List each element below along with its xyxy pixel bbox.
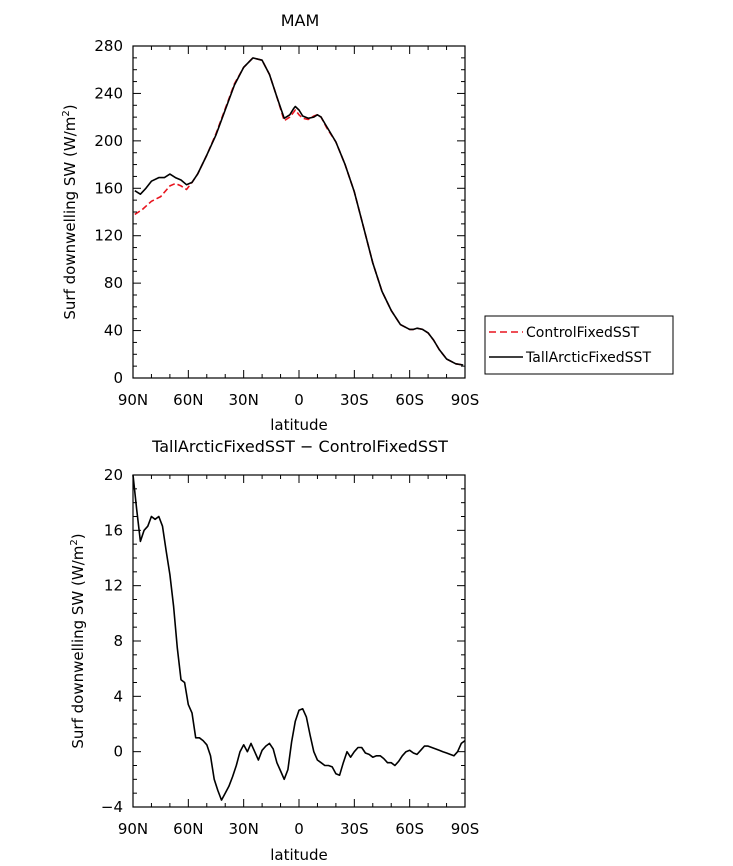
x-tick-label: 30N <box>229 391 259 409</box>
y-tick-label: 80 <box>104 274 123 292</box>
x-tick-label: 0 <box>294 820 304 838</box>
x-tick-label: 90N <box>118 820 148 838</box>
y-tick-label: 40 <box>104 322 123 340</box>
chart-title: MAM <box>281 11 320 30</box>
plot-frame <box>132 474 466 808</box>
y-axis-label: Surf downwelling SW (W/m2) <box>69 533 87 748</box>
x-axis-label: latitude <box>270 416 328 434</box>
tick-layer: 90N 60N 30N 0 30S 60S 90S −4 0 4 8 12 16 20 <box>101 466 479 838</box>
x-tick-label: 90S <box>451 391 480 409</box>
panel-difference: TallArcticFixedSST − ControlFixedSST 90N… <box>69 437 479 864</box>
series-layer <box>134 57 464 366</box>
x-tick-label: 60N <box>173 820 203 838</box>
y-tick-label: 200 <box>94 132 123 150</box>
y-tick-label: 0 <box>113 743 123 761</box>
y-tick-label: 16 <box>104 521 123 539</box>
x-tick-label: 30S <box>340 820 369 838</box>
y-tick-label: 160 <box>94 179 123 197</box>
series-line-tallarcticfixedsst <box>134 57 464 366</box>
series-layer <box>132 474 466 801</box>
y-tick-label: 240 <box>94 84 123 102</box>
panel-mam: MAM 90N 60N 30N 0 30S 60S 90S 0 40 80 120 160 200 240… <box>61 11 674 434</box>
y-axis-label: Surf downwelling SW (W/m2) <box>61 104 79 319</box>
y-tick-label: 280 <box>94 37 123 55</box>
y-tick-label: 8 <box>113 632 123 650</box>
y-tick-label: 120 <box>94 227 123 245</box>
series-line-difference <box>132 474 466 801</box>
y-tick-label: −4 <box>101 798 123 816</box>
chart-title: TallArcticFixedSST − ControlFixedSST <box>151 437 448 456</box>
x-tick-label: 60N <box>173 391 203 409</box>
y-tick-label: 4 <box>113 687 123 705</box>
x-tick-label: 30S <box>340 391 369 409</box>
x-tick-label: 30N <box>229 820 259 838</box>
x-tick-label: 60S <box>395 820 424 838</box>
x-tick-label: 90N <box>118 391 148 409</box>
series-line-controlfixedsst <box>134 57 464 366</box>
legend-box <box>484 315 674 375</box>
y-tick-label: 0 <box>113 369 123 387</box>
legend-label-tallarctic: TallArcticFixedSST <box>525 350 651 366</box>
x-tick-label: 90S <box>451 820 480 838</box>
tick-layer: 90N 60N 30N 0 30S 60S 90S 0 40 80 120 160 200 240 280 <box>94 37 479 409</box>
legend: ControlFixedSST TallArcticFixedSST <box>484 315 674 375</box>
legend-label-control: ControlFixedSST <box>526 325 640 341</box>
x-tick-label: 60S <box>395 391 424 409</box>
x-tick-label: 0 <box>294 391 304 409</box>
y-tick-label: 12 <box>104 577 123 595</box>
x-axis-label: latitude <box>270 846 328 864</box>
y-tick-label: 20 <box>104 466 123 484</box>
plot-frame <box>132 45 466 379</box>
